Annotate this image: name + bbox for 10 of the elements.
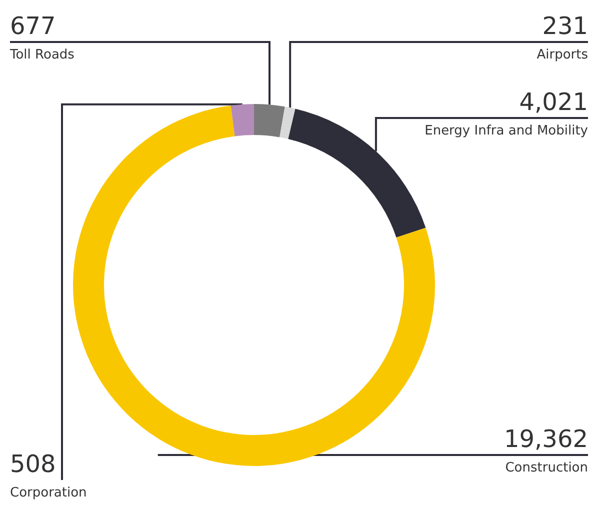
slice-label: Toll Roads	[9, 48, 75, 62]
data-label: 508	[10, 450, 56, 478]
slice-label: Energy Infra and Mobility	[424, 124, 588, 138]
data-label: 231	[542, 12, 588, 40]
data-label: 4,021	[519, 88, 588, 116]
slice-label: Corporation	[10, 486, 87, 500]
data-label: 19,362	[504, 425, 588, 453]
data-label: 677	[10, 12, 56, 40]
slice-label: Airports	[536, 48, 588, 62]
slice-label: Construction	[505, 460, 588, 476]
